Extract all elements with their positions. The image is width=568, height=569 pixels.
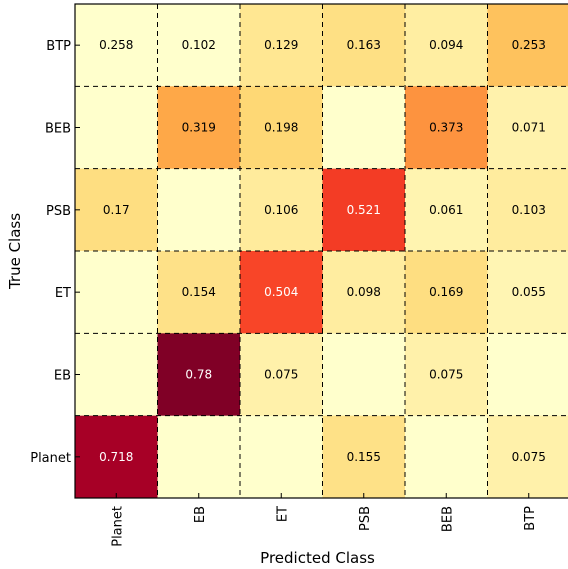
cell-value-label: 0.198 xyxy=(264,121,298,135)
heatmap-cells xyxy=(75,4,568,499)
heatmap-cell xyxy=(405,86,488,170)
cell-value-label: 0.071 xyxy=(512,121,546,135)
y-axis-title: True Class xyxy=(6,213,24,290)
x-axis-title: Predicted Class xyxy=(260,549,375,567)
heatmap-cell xyxy=(322,333,406,417)
cell-value-label: 0.155 xyxy=(347,450,381,464)
cell-value-label: 0.253 xyxy=(512,38,546,52)
y-tick-label: BTP xyxy=(46,39,71,54)
heatmap-cell xyxy=(322,415,406,499)
heatmap-cell xyxy=(487,415,568,499)
cell-value-label: 0.075 xyxy=(512,450,546,464)
grid-lines xyxy=(75,4,568,498)
heatmap-cell xyxy=(157,251,241,334)
heatmap-cell xyxy=(240,333,323,417)
y-tick-label: BEB xyxy=(45,122,71,137)
heatmap-cell xyxy=(75,4,158,87)
cell-value-label: 0.061 xyxy=(429,203,463,217)
cell-value-label: 0.718 xyxy=(99,450,133,464)
cell-value-label: 0.258 xyxy=(99,38,133,52)
cell-value-label: 0.521 xyxy=(347,203,381,217)
heatmap-cell xyxy=(240,4,323,87)
heatmap-cell xyxy=(157,168,241,252)
y-tick-label: ET xyxy=(55,286,71,301)
cell-value-label: 0.78 xyxy=(185,368,212,382)
cell-value-label: 0.154 xyxy=(182,285,216,299)
heatmap-cell xyxy=(405,333,488,417)
y-tick-label: EB xyxy=(54,369,71,384)
heatmap-cell xyxy=(322,86,406,170)
cell-value-label: 0.373 xyxy=(429,121,463,135)
cell-value-label: 0.504 xyxy=(264,285,298,299)
plot-frame xyxy=(74,3,568,499)
heatmap-cell xyxy=(240,251,323,334)
cell-value-label: 0.102 xyxy=(182,38,216,52)
heatmap-cell xyxy=(157,86,241,170)
heatmap-cell xyxy=(322,251,406,334)
heatmap-cell xyxy=(157,415,241,499)
heatmap-cell xyxy=(240,415,323,499)
cell-value-label: 0.075 xyxy=(264,368,298,382)
heatmap-cell xyxy=(405,4,488,87)
heatmap-cell xyxy=(75,168,158,252)
heatmap-cell xyxy=(487,4,568,87)
heatmap-cell xyxy=(487,333,568,417)
heatmap-cell xyxy=(322,168,406,252)
x-tick-label: Planet xyxy=(110,506,125,547)
y-tick-label: Planet xyxy=(30,451,71,466)
heatmap-cell xyxy=(157,4,241,87)
y-tick-label: PSB xyxy=(46,204,71,219)
heatmap-cell xyxy=(405,415,488,499)
cell-value-label: 0.129 xyxy=(264,38,298,52)
cell-value-label: 0.17 xyxy=(103,203,130,217)
cell-value-label: 0.103 xyxy=(512,203,546,217)
cell-value-label: 0.106 xyxy=(264,203,298,217)
heatmap-cell xyxy=(240,86,323,170)
x-tick-label: ET xyxy=(275,506,290,522)
cell-value-label: 0.163 xyxy=(347,38,381,52)
heatmap-cell xyxy=(75,86,158,170)
cell-labels: 0.258 0.102 0.129 0.163 0.094 0.253 0.319 0.198… xyxy=(99,38,546,464)
heatmap-cell xyxy=(405,251,488,334)
heatmap-cell xyxy=(405,168,488,252)
cell-value-label: 0.094 xyxy=(429,38,463,52)
cell-value-label: 0.098 xyxy=(347,285,381,299)
heatmap-cell xyxy=(240,168,323,252)
x-tick-label: EB xyxy=(193,506,208,523)
x-tick-label: PSB xyxy=(358,506,373,531)
heatmap-cell xyxy=(322,4,406,87)
x-axis-ticks: Planet EB ET PSB BEB BTP xyxy=(110,493,538,547)
x-tick-label: BEB xyxy=(440,506,455,532)
cell-value-label: 0.319 xyxy=(182,121,216,135)
cell-value-label: 0.055 xyxy=(512,285,546,299)
heatmap-cell xyxy=(157,333,241,417)
cell-value-label: 0.075 xyxy=(429,368,463,382)
heatmap-cell xyxy=(487,86,568,170)
y-axis-ticks: BTP BEB PSB ET EB Planet xyxy=(30,39,80,466)
heatmap-cell xyxy=(75,251,158,334)
heatmap-cell xyxy=(487,251,568,334)
heatmap-cell xyxy=(487,168,568,252)
cell-value-label: 0.169 xyxy=(429,285,463,299)
heatmap-cell xyxy=(75,415,158,499)
x-tick-label: BTP xyxy=(523,506,538,531)
heatmap-cell xyxy=(75,333,158,417)
